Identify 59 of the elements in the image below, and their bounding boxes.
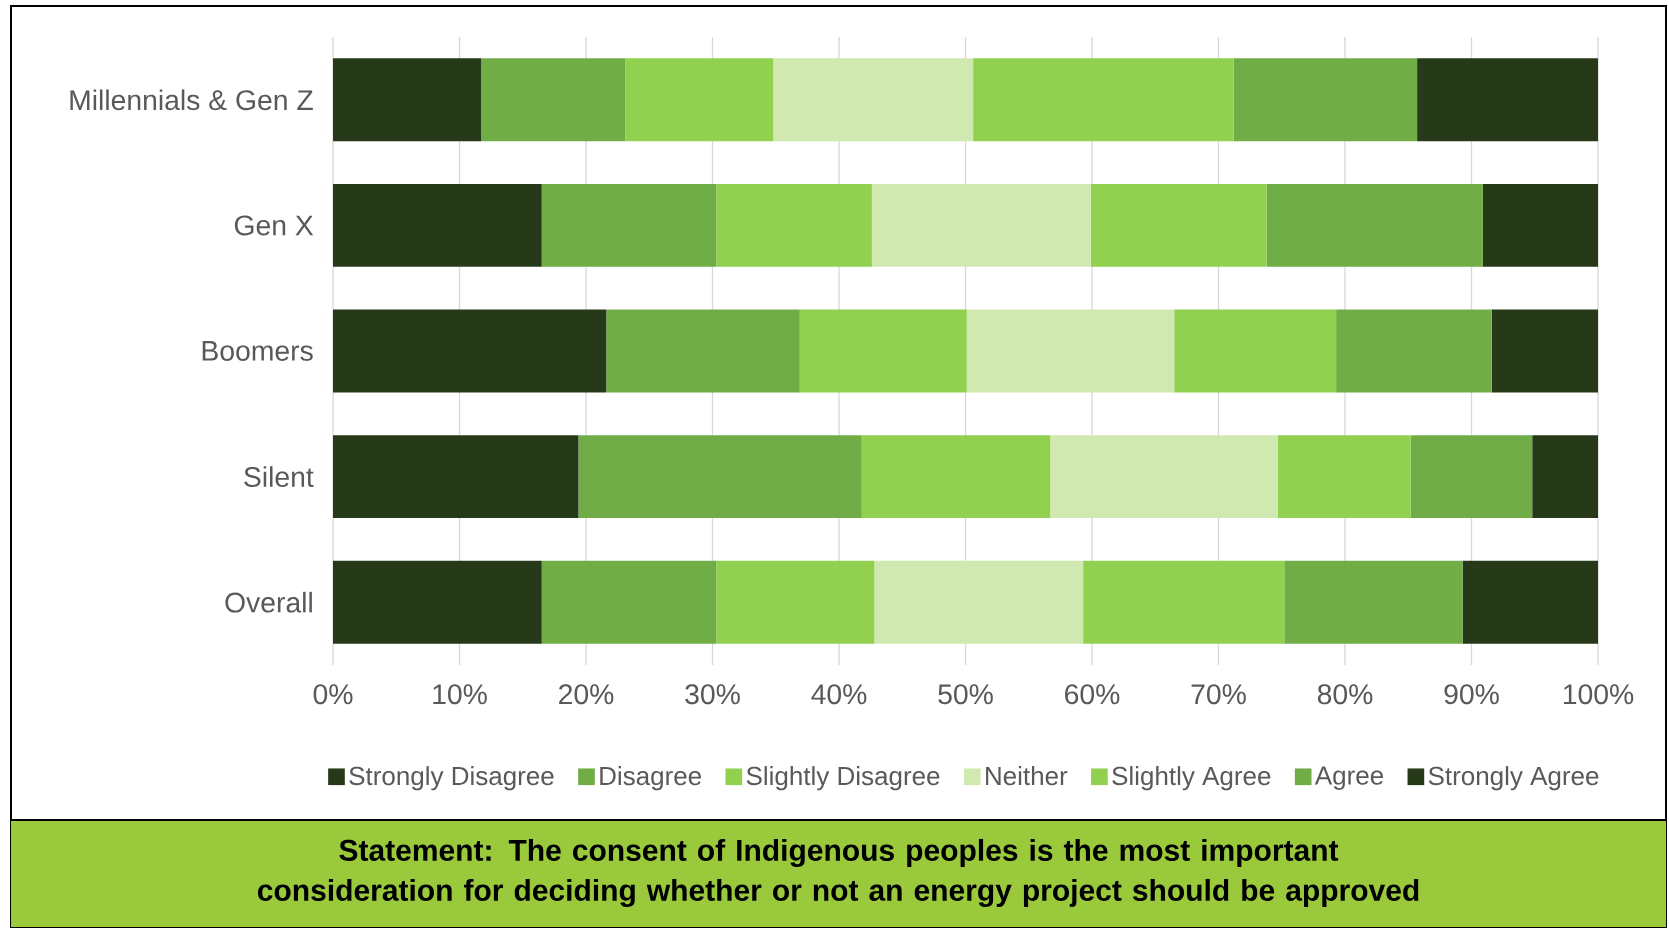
bar xyxy=(1462,560,1598,644)
text: Statement: The consent of Indigenous peoples is the most important consideration for deciding whether or not an energy project should be approved xyxy=(257,838,1419,908)
x-tick-label: 30% xyxy=(685,684,740,705)
bar xyxy=(333,183,542,267)
bar xyxy=(966,309,1175,393)
x-tick-label: 40% xyxy=(811,684,867,705)
x-tick-label: 70% xyxy=(1191,684,1246,705)
bar xyxy=(716,560,875,644)
bar xyxy=(1090,183,1267,267)
bar xyxy=(606,309,800,393)
bar xyxy=(973,58,1234,142)
bar xyxy=(1284,560,1463,644)
legend-label: Neither xyxy=(986,766,1068,786)
bar xyxy=(874,560,1084,644)
bar xyxy=(578,435,862,519)
y-tick-label: Boomers xyxy=(202,341,313,361)
x-tick-label: 80% xyxy=(1317,684,1373,705)
x-tick-label: 100% xyxy=(1563,684,1634,705)
y-tick-label: Millennials & Gen Z xyxy=(70,89,313,111)
bar xyxy=(541,183,717,267)
bar xyxy=(1083,560,1285,644)
bar xyxy=(625,58,774,142)
y-tick-label: Silent xyxy=(244,466,314,488)
y-tick-label: Overall xyxy=(225,591,312,613)
x-tick-label: 60% xyxy=(1065,684,1120,705)
bar xyxy=(1410,435,1533,519)
x-tick-label: 50% xyxy=(938,684,993,705)
bar xyxy=(799,309,967,393)
x-tick-label: 0% xyxy=(313,684,353,705)
bar xyxy=(871,183,1091,267)
y-tick-label: Gen X xyxy=(234,215,314,236)
bar xyxy=(333,58,482,142)
legend-label: Strongly Agree xyxy=(1428,766,1599,791)
bar xyxy=(1277,435,1411,519)
bar xyxy=(481,58,626,142)
bar xyxy=(1491,309,1598,393)
bar xyxy=(333,435,579,519)
bar xyxy=(1050,435,1278,519)
bar xyxy=(541,560,717,644)
legend-label: Strongly Disagree xyxy=(349,766,554,791)
x-tick-label: 90% xyxy=(1444,684,1499,705)
bar xyxy=(861,435,1051,519)
bar xyxy=(1266,183,1483,267)
legend-label: Agree xyxy=(1314,766,1384,790)
x-tick-label: 20% xyxy=(559,684,614,705)
bar xyxy=(1417,58,1598,142)
bar xyxy=(1482,183,1598,267)
bar xyxy=(773,58,974,142)
x-tick-label: 10% xyxy=(433,684,487,705)
legend-label: Slightly Disagree xyxy=(746,766,940,791)
bar xyxy=(333,560,542,644)
bar xyxy=(333,309,607,393)
bar xyxy=(1336,309,1492,393)
bar xyxy=(716,183,872,267)
legend-label: Slightly Agree xyxy=(1112,766,1271,791)
bar xyxy=(1532,435,1598,519)
bar xyxy=(1174,309,1337,393)
bar xyxy=(1233,58,1418,142)
legend-label: Disagree xyxy=(600,766,701,791)
